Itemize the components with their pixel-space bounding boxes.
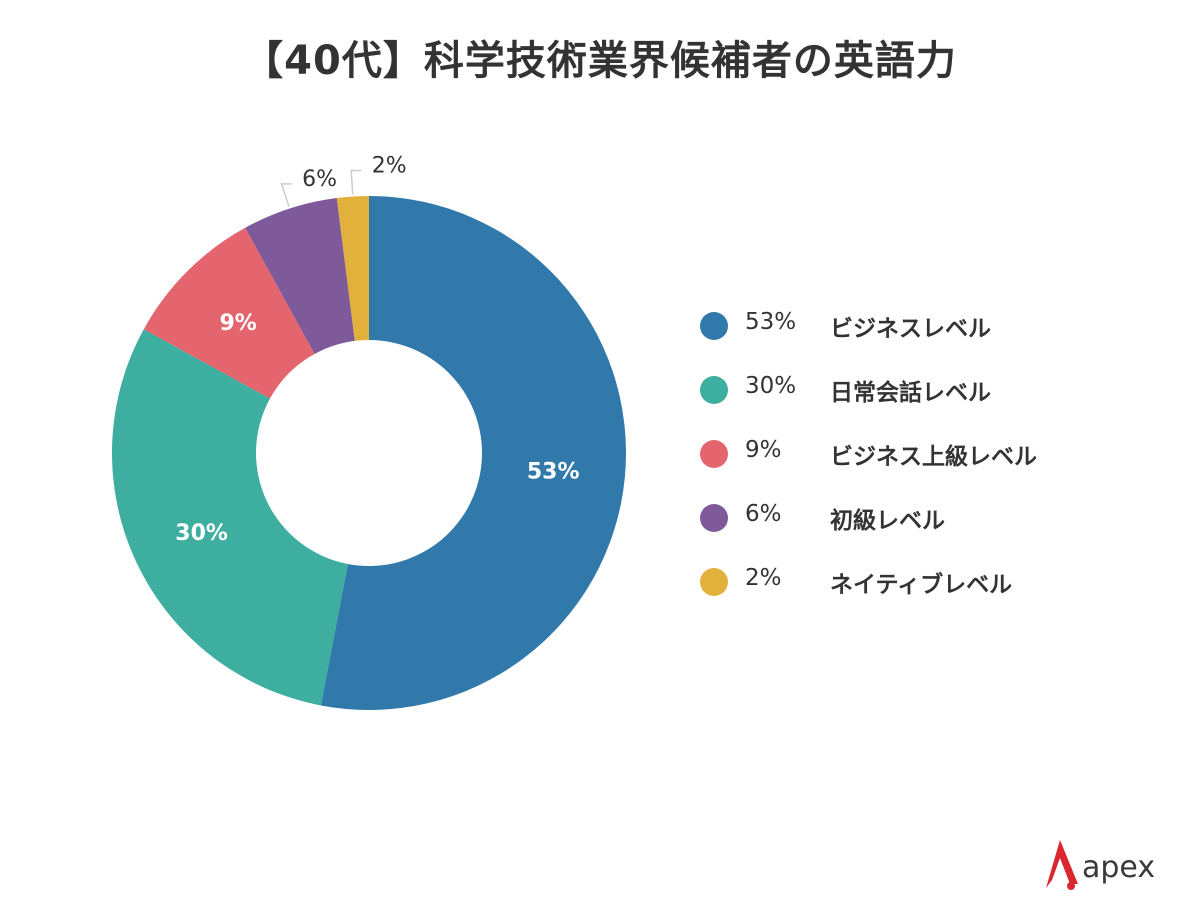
chart-legend: 53% ビジネスレベル 30% 日常会話レベル 9% ビジネス上級レベル 6% …	[700, 300, 1120, 620]
donut-slice	[320, 196, 627, 711]
legend-item: 9% ビジネス上級レベル	[700, 428, 1120, 492]
leader-line	[280, 183, 292, 207]
slice-value-label: 30%	[175, 521, 228, 546]
legend-percent: 53%	[745, 309, 797, 335]
chart-title: 【40代】科学技術業界候補者の英語力	[243, 38, 957, 84]
donut-slice	[245, 198, 355, 354]
legend-percent: 30%	[745, 373, 797, 399]
legend-item: 2% ネイティブレベル	[700, 556, 1120, 620]
legend-percent: 6%	[745, 501, 782, 527]
legend-label: 日常会話レベル	[830, 380, 991, 406]
apex-logo-mark-icon	[1046, 840, 1078, 890]
legend-item: 53% ビジネスレベル	[700, 300, 1120, 364]
legend-percent: 9%	[745, 437, 782, 463]
legend-percent: 2%	[745, 565, 782, 591]
legend-label: 初級レベル	[830, 508, 945, 534]
legend-swatch	[700, 440, 728, 468]
legend-label: ネイティブレベル	[830, 572, 1013, 598]
donut-slice	[336, 196, 369, 341]
legend-swatch	[700, 504, 728, 532]
legend-item: 30% 日常会話レベル	[700, 364, 1120, 428]
donut-slice	[143, 227, 315, 399]
slice-value-label: 9%	[220, 311, 257, 336]
legend-label: ビジネスレベル	[830, 316, 991, 342]
legend-swatch	[700, 376, 728, 404]
logo-text: apex	[1082, 850, 1156, 885]
apex-logo: apex	[1040, 836, 1180, 896]
legend-item: 6% 初級レベル	[700, 492, 1120, 556]
slice-value-label: 2%	[372, 154, 407, 179]
legend-swatch	[700, 568, 728, 596]
legend-label: ビジネス上級レベル	[830, 444, 1037, 470]
legend-swatch	[700, 312, 728, 340]
slice-value-label: 53%	[527, 459, 580, 484]
slice-value-label: 6%	[302, 167, 337, 192]
donut-slice	[111, 329, 348, 706]
leader-line	[350, 169, 362, 195]
